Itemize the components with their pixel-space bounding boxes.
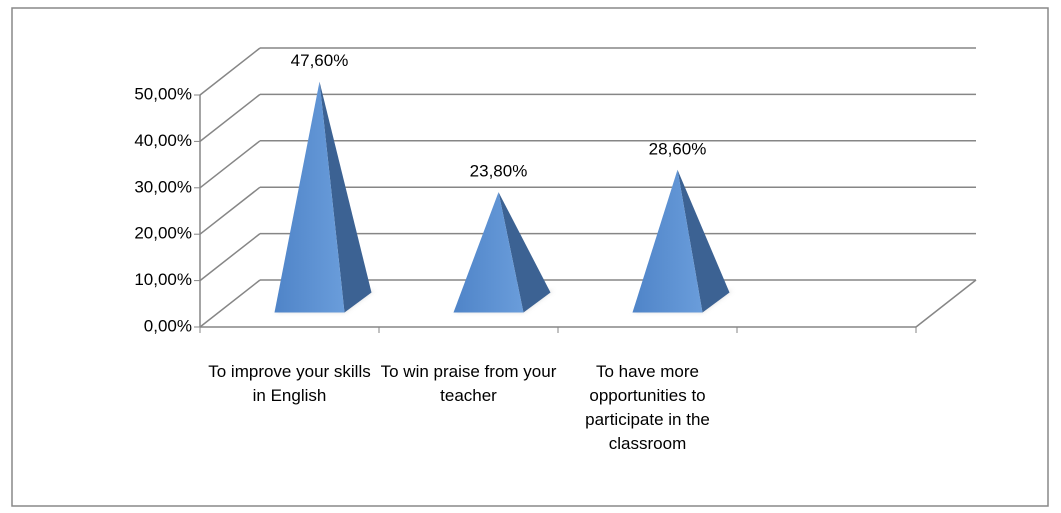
grid-line <box>199 279 261 328</box>
x-tick-label: To have more opportunities to participat… <box>585 362 710 453</box>
floor-edge <box>915 279 977 328</box>
back-wall <box>260 48 976 280</box>
x-tick-label: To win praise from your teacher <box>380 362 557 405</box>
pyramid-side <box>319 81 372 313</box>
pyramid-side <box>498 192 551 313</box>
y-tick-label: 40,00% <box>134 131 192 150</box>
y-tick-label: 50,00% <box>134 84 192 103</box>
pyramid-front <box>632 169 703 313</box>
pyramid-side <box>677 169 730 313</box>
pyramid-front <box>453 192 524 313</box>
grid-line <box>199 140 261 189</box>
data-label: 28,60% <box>649 139 707 158</box>
data-label: 47,60% <box>291 51 349 70</box>
y-tick-label: 30,00% <box>134 177 192 196</box>
x-tick-label: To improve your skills in English <box>208 362 371 405</box>
grid-line <box>199 93 261 142</box>
grid-line <box>199 186 261 235</box>
y-tick-label: 10,00% <box>134 270 192 289</box>
data-label: 23,80% <box>470 162 528 181</box>
grid-line <box>199 233 261 282</box>
grid-line <box>199 47 261 96</box>
y-tick-label: 0,00% <box>144 316 192 335</box>
y-tick-label: 20,00% <box>134 224 192 243</box>
pyramid-front <box>274 81 345 313</box>
